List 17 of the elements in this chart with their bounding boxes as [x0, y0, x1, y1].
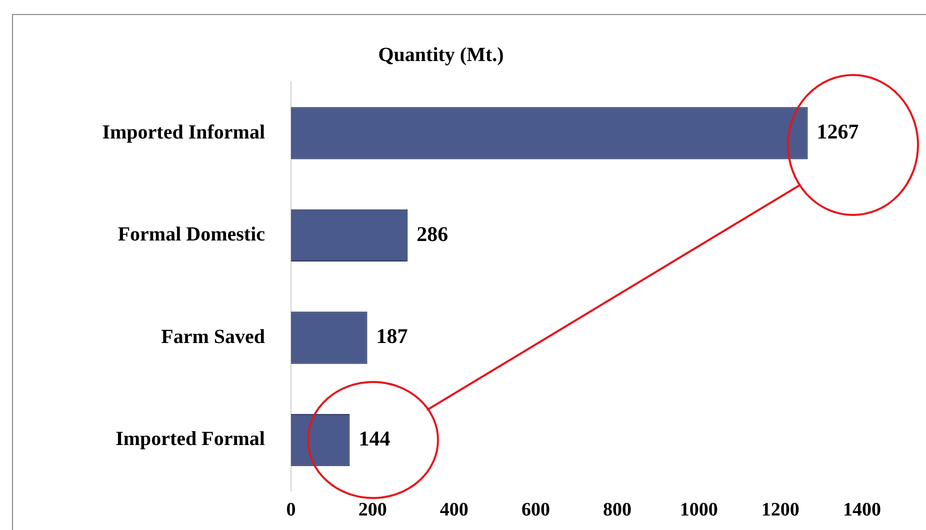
- data-label: 187: [376, 324, 408, 348]
- x-tick-label: 1000: [680, 500, 718, 521]
- x-tick-label: 800: [603, 500, 632, 521]
- data-label: 1267: [816, 120, 859, 144]
- data-label: 286: [416, 222, 448, 246]
- y-tick-label: Imported Informal: [102, 121, 266, 144]
- y-tick-label: Imported Formal: [116, 428, 266, 450]
- x-tick-label: 0: [286, 500, 296, 521]
- x-tick-label: 1400: [843, 500, 881, 521]
- chart-title: Quantity (Mt.): [378, 44, 504, 66]
- x-tick-label: 200: [358, 500, 387, 521]
- x-tick-label: 400: [440, 500, 468, 521]
- y-tick-label: Farm Saved: [161, 326, 265, 348]
- y-tick-label: Formal Domestic: [118, 224, 266, 246]
- x-tick-label: 1200: [761, 500, 800, 521]
- x-tick-label: 600: [521, 500, 550, 521]
- data-label: 144: [358, 426, 391, 450]
